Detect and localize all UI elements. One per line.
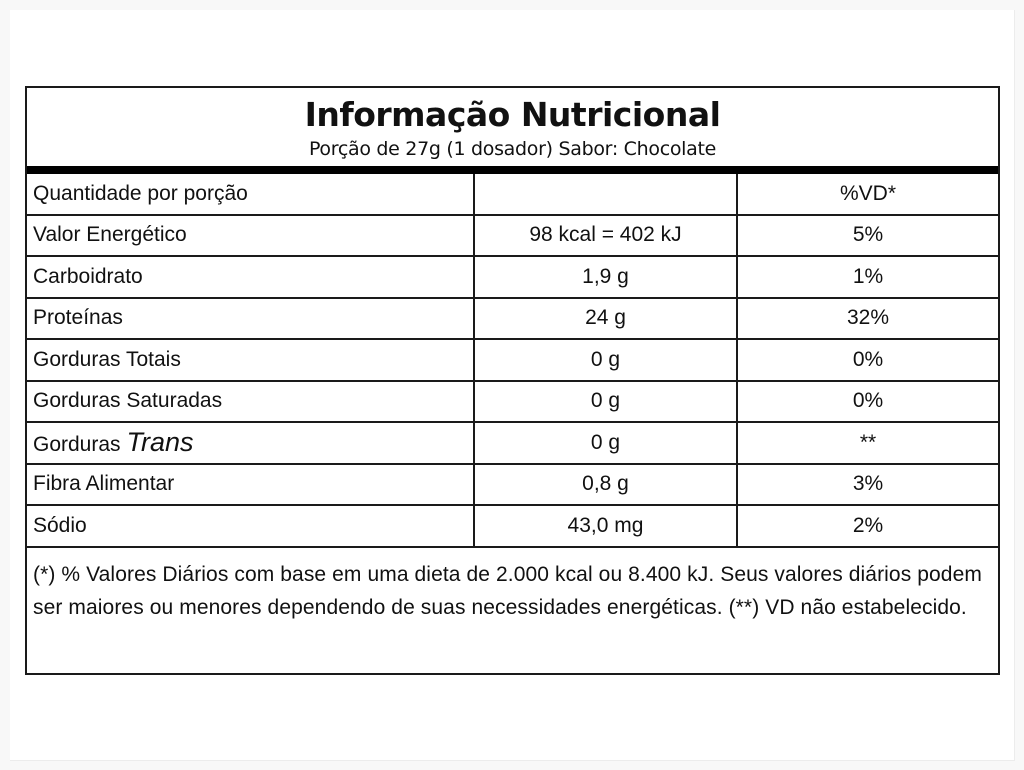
label-subtitle: Porção de 27g (1 dosador) Sabor: Chocola… — [308, 138, 717, 160]
nutrient-vd: 0% — [737, 380, 998, 423]
nutrient-name: Sódio — [27, 505, 474, 548]
nutrition-table: Quantidade por porção %VD* Valor Energét… — [27, 174, 998, 548]
nutrient-name: Valor Energético — [27, 214, 474, 257]
footnote: (*) % Valores Diários com base em uma di… — [33, 562, 982, 619]
nutrient-amount: 1,9 g — [473, 256, 738, 299]
nutrient-amount: 24 g — [473, 297, 738, 340]
table-header-row: Quantidade por porção %VD* — [27, 174, 998, 216]
label-title: Informação Nutricional — [304, 95, 721, 134]
nutrient-name: Gorduras — [33, 433, 121, 457]
nutrient-amount: 98 kcal = 402 kJ — [473, 214, 738, 257]
nutrient-name: Gorduras Totais — [27, 339, 474, 382]
nutrient-amount: 43,0 mg — [473, 505, 738, 548]
nutrient-name: Gorduras Saturadas — [27, 380, 474, 423]
nutrient-vd: 5% — [737, 214, 998, 257]
nutrient-name-emphasis: Trans — [126, 427, 194, 458]
table-row: Gorduras Totais 0 g 0% — [27, 339, 998, 382]
table-row: Proteínas 24 g 32% — [27, 297, 998, 340]
nutrient-name-cell: Gorduras Trans — [27, 422, 474, 465]
header-amount — [473, 174, 738, 216]
nutrition-label: Informação Nutricional Porção de 27g (1 … — [25, 86, 1000, 675]
table-row: Carboidrato 1,9 g 1% — [27, 256, 998, 299]
nutrient-vd: 1% — [737, 256, 998, 299]
table-row: Gorduras Trans 0 g ** — [27, 422, 998, 465]
nutrient-vd: 3% — [737, 463, 998, 506]
nutrient-name: Carboidrato — [27, 256, 474, 299]
nutrient-amount: 0,8 g — [473, 463, 738, 506]
nutrient-amount: 0 g — [473, 422, 738, 465]
table-row: Fibra Alimentar 0,8 g 3% — [27, 463, 998, 506]
nutrient-amount: 0 g — [473, 339, 738, 382]
thick-divider — [27, 166, 998, 174]
table-row: Valor Energético 98 kcal = 402 kJ 5% — [27, 214, 998, 257]
header-vd: %VD* — [737, 174, 998, 216]
table-row: Gorduras Saturadas 0 g 0% — [27, 380, 998, 423]
nutrient-amount: 0 g — [473, 380, 738, 423]
header-quantity: Quantidade por porção — [27, 174, 474, 216]
nutrient-vd: 0% — [737, 339, 998, 382]
nutrient-vd: 2% — [737, 505, 998, 548]
nutrient-name: Fibra Alimentar — [27, 463, 474, 506]
table-row: Sódio 43,0 mg 2% — [27, 505, 998, 548]
nutrient-vd: ** — [737, 422, 998, 465]
nutrient-vd: 32% — [737, 297, 998, 340]
nutrient-name: Proteínas — [27, 297, 474, 340]
